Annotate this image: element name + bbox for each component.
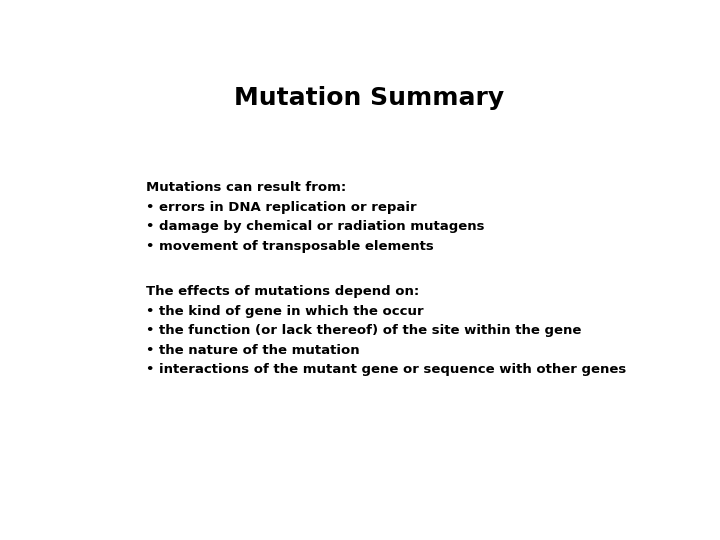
Text: The effects of mutations depend on:: The effects of mutations depend on: — [145, 285, 419, 298]
Text: • damage by chemical or radiation mutagens: • damage by chemical or radiation mutage… — [145, 220, 485, 233]
Text: • the nature of the mutation: • the nature of the mutation — [145, 344, 359, 357]
Text: Mutation Summary: Mutation Summary — [234, 85, 504, 110]
Text: • the function (or lack thereof) of the site within the gene: • the function (or lack thereof) of the … — [145, 324, 581, 338]
Text: • movement of transposable elements: • movement of transposable elements — [145, 240, 433, 253]
Text: Mutations can result from:: Mutations can result from: — [145, 181, 346, 194]
Text: • the kind of gene in which the occur: • the kind of gene in which the occur — [145, 305, 423, 318]
Text: • interactions of the mutant gene or sequence with other genes: • interactions of the mutant gene or seq… — [145, 363, 626, 376]
Text: • errors in DNA replication or repair: • errors in DNA replication or repair — [145, 201, 416, 214]
